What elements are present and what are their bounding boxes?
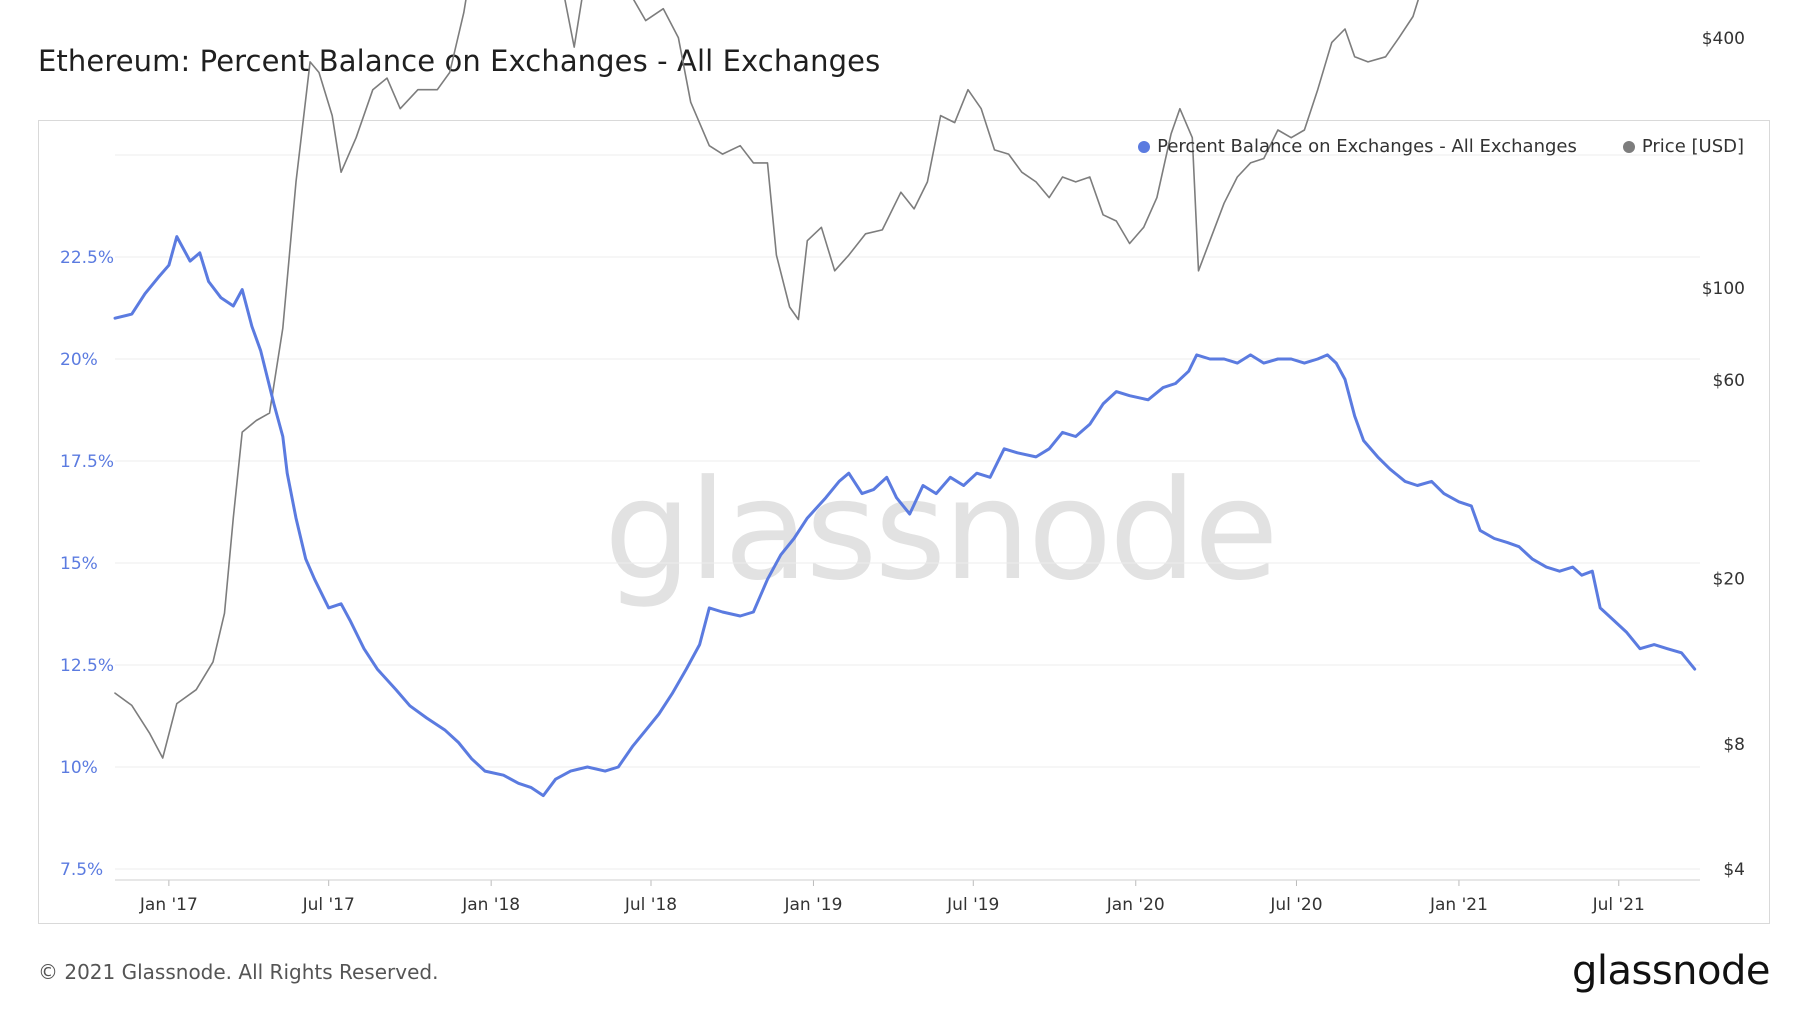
y-right-tick-label: $60 <box>1713 371 1745 391</box>
x-tick-label: Jul '20 <box>1269 895 1322 915</box>
x-tick-label: Jul '17 <box>302 895 355 915</box>
legend: Percent Balance on Exchanges - All Excha… <box>1138 136 1744 157</box>
y-right-tick-label: $20 <box>1713 570 1745 590</box>
x-tick-label: Jul '18 <box>624 895 677 915</box>
y-left-tick-label: 20% <box>60 350 98 370</box>
y-left-tick-label: 15% <box>60 554 98 574</box>
page-title: Ethereum: Percent Balance on Exchanges -… <box>38 44 881 78</box>
grid-lines <box>115 154 1700 870</box>
x-tick-label: Jul '21 <box>1592 895 1645 915</box>
watermark: glassnode <box>604 450 1279 611</box>
x-tick-label: Jan '17 <box>139 895 198 915</box>
y-right-tick-label: $4 <box>1723 860 1745 880</box>
chart-frame <box>38 120 1770 924</box>
x-tick-label: Jan '19 <box>783 895 842 915</box>
legend-item-balance[interactable]: Percent Balance on Exchanges - All Excha… <box>1138 136 1577 157</box>
x-tick-label: Jan '20 <box>1106 895 1165 915</box>
glassnode-logo: glassnode <box>1571 948 1771 994</box>
balance-series-line <box>113 235 1697 798</box>
x-tick-label: Jan '21 <box>1429 895 1488 915</box>
x-tick-label: Jul '19 <box>946 895 999 915</box>
right-axis: $4$8$20$60$100$400$800$2k <box>1702 29 1745 880</box>
y-left-tick-label: 17.5% <box>60 452 114 472</box>
y-right-tick-label: $100 <box>1702 279 1745 299</box>
price-series-line <box>114 0 1419 759</box>
left-axis: 7.5% 10% 12.5% 15% 17.5% 20% 22.5% <box>60 248 114 880</box>
y-left-tick-label: 7.5% <box>60 860 103 880</box>
y-right-tick-label: $8 <box>1723 735 1745 755</box>
y-right-tick-label: $400 <box>1702 29 1745 49</box>
legend-dot-price-icon <box>1622 140 1635 153</box>
x-axis: Jan '17 Jul '17 Jan '18 Jul '18 Jan '19 Jul '… <box>115 879 1700 915</box>
legend-label-price: Price [USD] <box>1641 136 1744 157</box>
legend-item-price[interactable]: Price [USD] <box>1622 136 1744 157</box>
legend-label-balance: Percent Balance on Exchanges - All Excha… <box>1157 136 1577 157</box>
x-tick-label: Jan '18 <box>461 895 520 915</box>
y-left-tick-label: 10% <box>60 758 98 778</box>
legend-dot-balance-icon <box>1138 140 1151 153</box>
y-left-tick-label: 12.5% <box>60 656 114 676</box>
copyright-text: © 2021 Glassnode. All Rights Reserved. <box>38 960 439 984</box>
series-lines <box>113 0 1697 798</box>
y-left-tick-label: 22.5% <box>60 248 114 268</box>
